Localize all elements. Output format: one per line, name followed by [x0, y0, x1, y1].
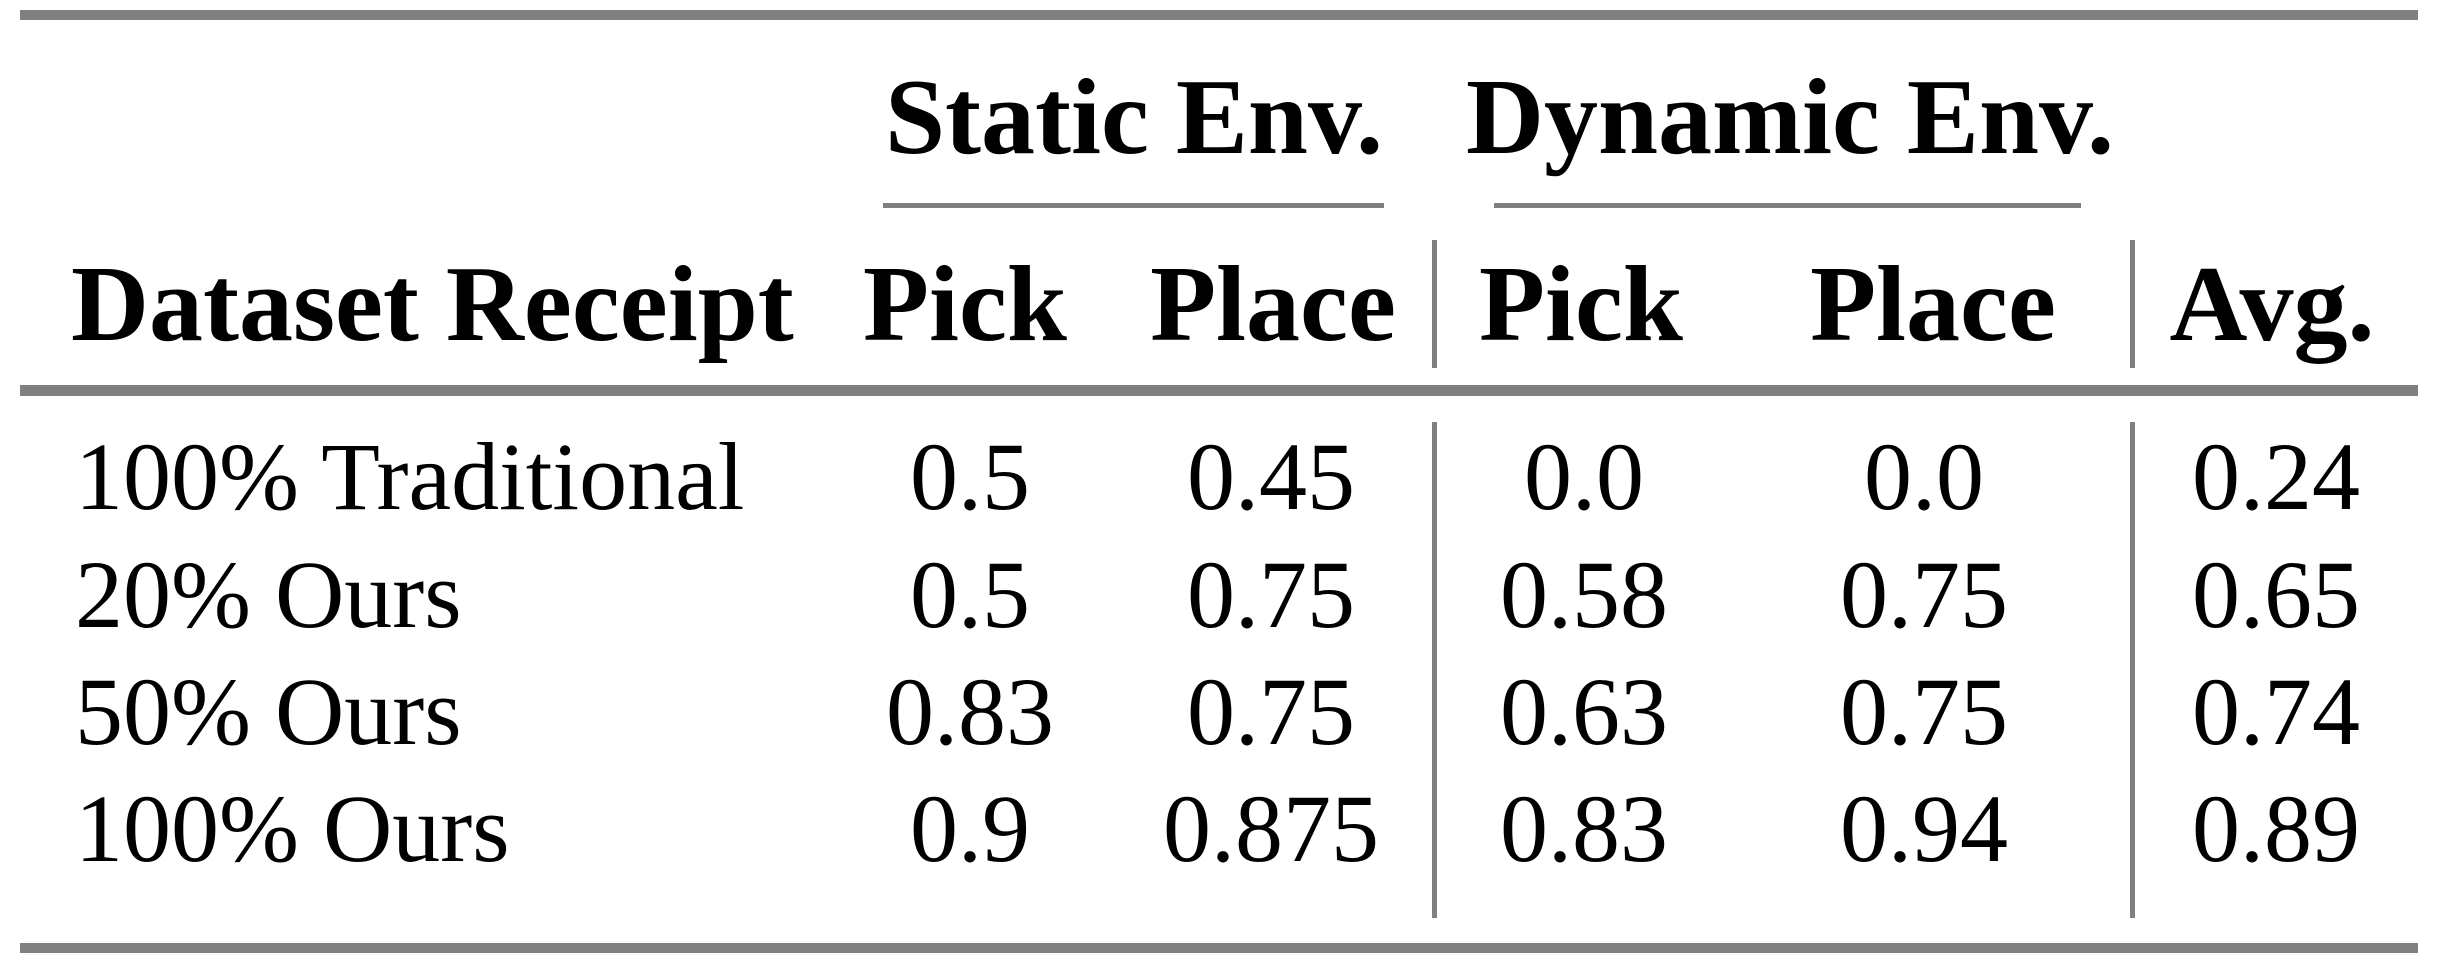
- cell-static-pick: 0.83: [886, 658, 1054, 765]
- cell-static-pick: 0.9: [910, 775, 1030, 882]
- column-header-static-pick: Pick: [863, 245, 1067, 364]
- cell-static-pick: 0.5: [910, 541, 1030, 648]
- cell-avg: 0.89: [2192, 775, 2360, 882]
- column-header-dynamic-place: Place: [1810, 245, 2056, 364]
- row-label: 100% Traditional: [75, 423, 745, 530]
- column-header-avg: Avg.: [2169, 245, 2375, 364]
- row-label: 100% Ours: [75, 775, 510, 882]
- cell-static-place: 0.75: [1187, 541, 1355, 648]
- header-bottom-rule: [20, 385, 2418, 396]
- vertical-separator-static-dynamic-body: [1432, 422, 1437, 918]
- dynamic-env-group-header: Dynamic Env.: [1465, 58, 2115, 177]
- cell-dynamic-place: 0.75: [1840, 658, 2008, 765]
- row-label: 50% Ours: [75, 658, 462, 765]
- bottom-rule: [20, 943, 2418, 953]
- static-env-cmidrule: [883, 203, 1384, 208]
- top-rule: [20, 10, 2418, 20]
- cell-dynamic-pick: 0.0: [1524, 423, 1644, 530]
- cell-avg: 0.24: [2192, 423, 2360, 530]
- cell-dynamic-pick: 0.83: [1500, 775, 1668, 882]
- vertical-separator-dynamic-avg-body: [2130, 422, 2135, 918]
- column-header-static-place: Place: [1150, 245, 1396, 364]
- cell-avg: 0.74: [2192, 658, 2360, 765]
- vertical-separator-static-dynamic-header: [1432, 240, 1437, 368]
- cell-dynamic-place: 0.0: [1864, 423, 1984, 530]
- vertical-separator-dynamic-avg-header: [2130, 240, 2135, 368]
- cell-dynamic-pick: 0.63: [1500, 658, 1668, 765]
- column-header-dataset-receipt: Dataset Receipt: [71, 245, 794, 364]
- row-label: 20% Ours: [75, 541, 462, 648]
- cell-static-place: 0.45: [1187, 423, 1355, 530]
- cell-static-place: 0.75: [1187, 658, 1355, 765]
- cell-dynamic-place: 0.75: [1840, 541, 2008, 648]
- cell-static-pick: 0.5: [910, 423, 1030, 530]
- cell-avg: 0.65: [2192, 541, 2360, 648]
- cell-dynamic-pick: 0.58: [1500, 541, 1668, 648]
- column-header-dynamic-pick: Pick: [1479, 245, 1683, 364]
- cell-static-place: 0.875: [1163, 775, 1379, 882]
- cell-dynamic-place: 0.94: [1840, 775, 2008, 882]
- static-env-group-header: Static Env.: [884, 58, 1384, 177]
- dynamic-env-cmidrule: [1494, 203, 2081, 208]
